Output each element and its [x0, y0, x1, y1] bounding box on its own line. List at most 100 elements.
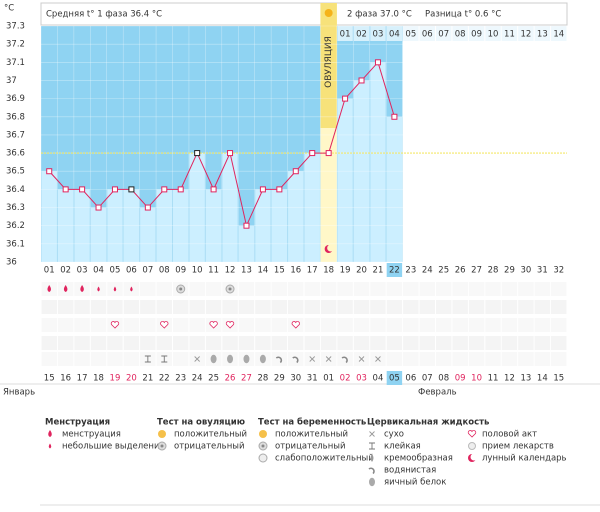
temp-column	[41, 171, 57, 262]
drop-icon	[47, 285, 51, 292]
icon-cell	[205, 282, 222, 296]
icon-cell	[370, 300, 386, 314]
icon-cell	[452, 300, 468, 314]
date: 02	[340, 374, 351, 384]
icon-cell	[501, 336, 518, 350]
watery-icon	[275, 356, 283, 364]
temp-column	[238, 225, 255, 262]
icon-cell	[485, 300, 501, 314]
cycle-day: 02	[60, 266, 71, 276]
date: 20	[126, 374, 137, 384]
icon-cell	[288, 352, 304, 366]
icon-cell	[337, 282, 353, 296]
phase2-day: 01	[340, 30, 351, 40]
legend-item: кремообразная	[384, 454, 453, 464]
y-tick-label: 36.7	[6, 130, 25, 140]
icon-cell	[551, 300, 567, 314]
icon-cell	[452, 282, 468, 296]
temp-point	[276, 186, 283, 193]
icon-cell	[452, 318, 468, 332]
icon-cell	[41, 352, 57, 366]
legend-item: лунный календарь	[482, 454, 567, 464]
icon-cell	[90, 300, 107, 314]
icon-cell	[304, 318, 320, 332]
difference-text: Разница t° 0.6 °C	[425, 10, 501, 20]
icon-cell	[370, 282, 386, 296]
temp-point	[342, 95, 349, 102]
icon-cell	[386, 300, 403, 314]
icon-cell	[123, 336, 140, 350]
date: 31	[307, 374, 318, 384]
icon-cell	[107, 336, 123, 350]
temp-column	[222, 153, 238, 262]
legend-item: сухо	[384, 430, 404, 440]
temp-column	[337, 98, 353, 262]
cycle-day: 24	[422, 266, 433, 276]
icon-cell	[419, 352, 435, 366]
icon-cell	[419, 300, 435, 314]
cycle-day: 10	[192, 266, 203, 276]
phase2-day: 11	[504, 30, 515, 40]
date: 30	[290, 374, 301, 384]
icon-cell	[419, 336, 435, 350]
small-drop-icon	[113, 286, 117, 292]
date: 12	[504, 374, 515, 384]
temp-point	[95, 204, 102, 211]
y-tick-label: 36	[6, 258, 17, 268]
moon-cut	[470, 453, 478, 461]
phase2-cell	[337, 26, 353, 41]
y-tick-label: 36.9	[6, 94, 25, 104]
icon-cell	[140, 300, 156, 314]
temp-point	[144, 204, 151, 211]
cycle-day: 03	[77, 266, 88, 276]
icon-cell	[255, 336, 271, 350]
icon-cell	[189, 318, 205, 332]
date: 10	[471, 374, 482, 384]
date: 05	[389, 374, 400, 384]
month-label: Январь	[3, 388, 35, 398]
icon-cell	[337, 318, 353, 332]
icon-cell	[370, 336, 386, 350]
icon-cell	[173, 352, 189, 366]
phase2-cell	[419, 26, 435, 41]
icon-cell	[205, 336, 222, 350]
y-tick-label: 36.2	[6, 221, 25, 231]
icon-cell	[436, 336, 452, 350]
phase2-day: 13	[537, 30, 548, 40]
dry-icon	[194, 356, 200, 362]
icon-cell	[551, 318, 567, 332]
temp-column	[189, 153, 205, 262]
cycle-day: 13	[241, 266, 252, 276]
date: 09	[455, 374, 466, 384]
phase2-day: 05	[405, 30, 416, 40]
temp-point	[62, 186, 69, 193]
icon-cell	[123, 318, 140, 332]
sticky-icon	[144, 355, 151, 363]
phase2-cell	[386, 26, 403, 41]
temp-point	[210, 186, 217, 193]
icon-cell	[255, 282, 271, 296]
icon-cell	[353, 318, 370, 332]
icon-cell	[403, 300, 419, 314]
icon-cell	[485, 282, 501, 296]
icon-cell	[57, 336, 74, 350]
temp-point	[79, 186, 86, 193]
date: 04	[373, 374, 384, 384]
date: 11	[488, 374, 499, 384]
cycle-day: 19	[340, 266, 351, 276]
phase2-cell	[436, 26, 452, 41]
legend-item: положительный	[275, 430, 348, 440]
cycle-day: 21	[373, 266, 384, 276]
cycle-day: 09	[175, 266, 186, 276]
icon-cell	[551, 336, 567, 350]
cycle-day: 12	[225, 266, 236, 276]
cycle-day: 04	[93, 266, 104, 276]
date: 29	[274, 374, 285, 384]
icon-cell	[57, 318, 74, 332]
date: 22	[159, 374, 170, 384]
icon-cell	[173, 318, 189, 332]
legend-item: прием лекарств	[482, 442, 554, 452]
icon-cell	[452, 336, 468, 350]
temp-column	[271, 189, 288, 262]
icon-cell	[238, 336, 255, 350]
